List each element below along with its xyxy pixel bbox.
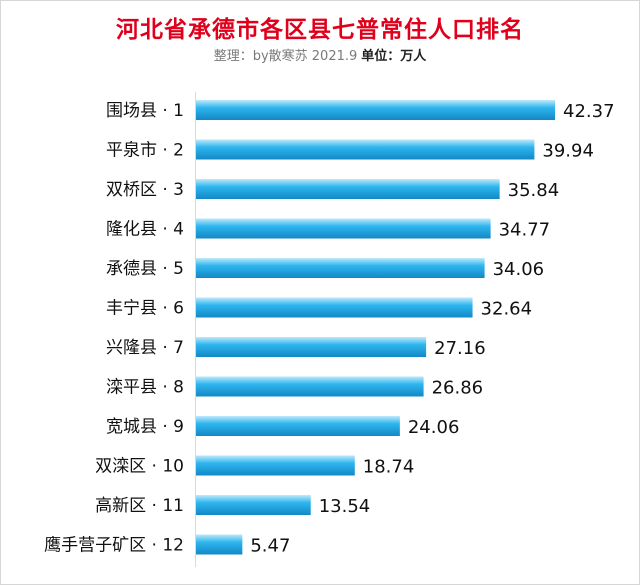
value-label-4: 34.77 (499, 220, 551, 241)
value-label-2: 39.94 (542, 141, 594, 162)
category-label-2: 平泉市 · 2 (106, 141, 184, 161)
category-label-6: 丰宁县 · 6 (106, 299, 184, 319)
unit-text: 单位：万人 (361, 49, 427, 64)
bar-10 (196, 455, 355, 476)
chart-title: 河北省承德市各区县七普常住人口排名 (116, 17, 524, 43)
bar-3 (196, 179, 500, 199)
category-label-10: 双滦区 · 10 (95, 457, 184, 477)
category-label-4: 隆化县 · 4 (106, 220, 184, 240)
value-label-10: 18.74 (363, 457, 415, 478)
category-label-8: 滦平县 · 8 (106, 378, 184, 398)
category-label-11: 高新区 · 11 (95, 496, 184, 516)
bar-12 (196, 534, 243, 555)
bar-8 (196, 376, 424, 397)
bar-2 (196, 139, 535, 160)
bar-6 (196, 297, 473, 318)
bar-1 (196, 100, 555, 120)
category-axis-line (195, 92, 196, 567)
value-label-6: 32.64 (481, 299, 533, 320)
value-label-12: 5.47 (250, 536, 290, 557)
value-label-11: 13.54 (319, 496, 371, 517)
value-label-7: 27.16 (434, 338, 486, 359)
bar-group: 围场县 · 1 42.37 平泉市 · 2 39.94 双桥区 · 3 35.84 隆化县 … (44, 100, 615, 557)
value-label-1: 42.37 (563, 101, 615, 122)
chart-subtitle: 整理：by散寒苏 2021.9 单位：万人 (0, 45, 640, 64)
value-label-5: 34.06 (493, 259, 545, 280)
category-label-3: 双桥区 · 3 (106, 180, 184, 200)
bar-7 (196, 337, 427, 357)
bar-11 (196, 495, 311, 515)
bar-5 (196, 258, 485, 278)
bar-9 (196, 416, 400, 436)
category-label-1: 围场县 · 1 (106, 101, 184, 121)
bar-4 (196, 218, 491, 239)
value-label-9: 24.06 (408, 417, 460, 438)
category-label-5: 承德县 · 5 (106, 259, 184, 279)
category-label-9: 宽城县 · 9 (106, 417, 184, 437)
value-label-3: 35.84 (508, 180, 560, 201)
category-label-7: 兴隆县 · 7 (106, 338, 184, 358)
value-label-8: 26.86 (432, 378, 484, 399)
credit-text: 整理：by散寒苏 2021.9 (213, 49, 358, 64)
category-label-12: 鹰手营子矿区 · 12 (44, 536, 184, 556)
